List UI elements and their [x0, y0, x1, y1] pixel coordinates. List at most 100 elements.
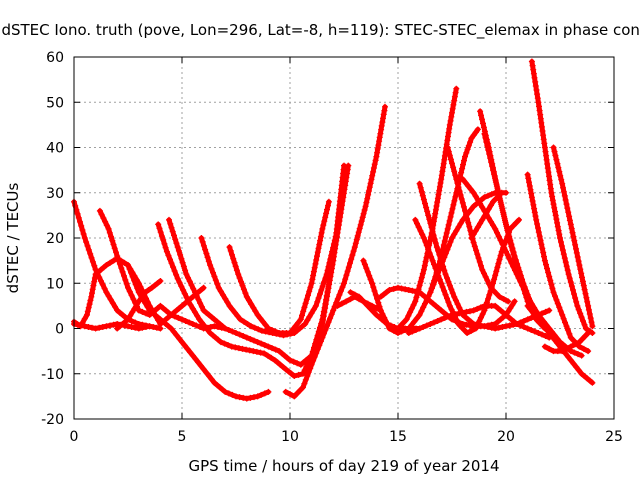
data-point	[250, 348, 257, 355]
data-point	[496, 256, 503, 263]
data-point	[526, 297, 533, 304]
data-point	[572, 241, 579, 248]
data-point	[174, 244, 181, 251]
data-point	[339, 284, 346, 291]
data-point	[521, 324, 527, 330]
data-point	[161, 240, 168, 247]
data-point	[422, 258, 429, 265]
data-point	[324, 267, 331, 274]
data-point	[217, 288, 224, 295]
data-point	[493, 183, 500, 190]
data-point	[446, 302, 453, 309]
data-point	[422, 200, 428, 207]
data-point	[129, 309, 136, 316]
data-point	[438, 280, 445, 287]
data-point	[566, 330, 573, 337]
data-point	[376, 134, 383, 141]
data-point	[470, 307, 477, 314]
data-point	[458, 169, 465, 176]
data-point	[510, 251, 517, 258]
data-point	[330, 244, 336, 251]
data-point	[535, 225, 541, 231]
data-point	[321, 304, 328, 311]
data-point	[98, 278, 104, 284]
data-point	[290, 358, 297, 365]
data-point	[577, 266, 584, 273]
data-point	[495, 192, 502, 199]
data-point	[108, 233, 114, 240]
data-point	[437, 180, 444, 186]
data-point	[260, 318, 266, 325]
data-point	[331, 237, 338, 244]
data-point	[449, 109, 455, 116]
data-point	[303, 296, 310, 303]
data-point	[546, 307, 553, 314]
data-point	[452, 311, 459, 318]
y-tick-label: -20	[41, 412, 64, 428]
data-point	[522, 290, 529, 297]
data-point	[531, 205, 538, 212]
data-point	[434, 199, 441, 206]
data-point	[318, 287, 325, 293]
data-point	[494, 187, 501, 194]
data-point	[365, 191, 372, 198]
data-point	[395, 325, 401, 332]
data-point	[432, 240, 439, 247]
data-point	[254, 393, 261, 400]
data-point	[446, 217, 453, 224]
data-point	[229, 391, 236, 398]
data-point	[430, 232, 437, 239]
data-point	[405, 330, 412, 336]
data-point	[258, 340, 265, 347]
data-point	[420, 324, 427, 330]
data-point	[176, 335, 183, 342]
data-point	[125, 262, 131, 269]
data-point	[462, 179, 469, 186]
data-point	[516, 216, 522, 223]
data-point	[432, 210, 439, 217]
data-point	[565, 271, 572, 278]
data-point	[557, 235, 563, 241]
data-point	[554, 160, 561, 167]
data-point	[121, 272, 127, 279]
data-point	[578, 352, 585, 359]
data-point	[370, 308, 377, 315]
data-point	[567, 221, 574, 228]
data-point	[357, 221, 364, 228]
data-point	[291, 373, 298, 379]
series-layer	[71, 58, 596, 402]
data-point	[325, 281, 332, 288]
data-point	[567, 343, 574, 350]
data-point	[418, 308, 425, 315]
y-tick-label: -10	[41, 367, 64, 383]
data-point	[513, 321, 520, 327]
data-point	[264, 352, 271, 359]
data-point	[448, 286, 455, 293]
data-point	[325, 263, 332, 270]
data-point	[553, 156, 560, 163]
series-arc-9	[157, 284, 207, 327]
data-point	[459, 216, 466, 223]
data-point	[199, 319, 205, 326]
data-point	[442, 234, 449, 240]
data-point	[490, 222, 496, 229]
data-point	[329, 248, 336, 255]
data-point	[503, 189, 509, 196]
data-point	[325, 319, 332, 325]
data-point	[433, 244, 440, 251]
data-point	[382, 103, 388, 110]
data-point	[111, 245, 118, 252]
data-point	[477, 200, 484, 207]
data-point	[455, 321, 462, 327]
data-point	[105, 292, 112, 299]
data-point	[313, 257, 320, 263]
data-point	[211, 273, 218, 280]
data-point	[566, 213, 573, 220]
data-point	[475, 255, 482, 261]
data-point	[226, 244, 233, 251]
data-point	[532, 213, 539, 220]
x-tick-label: 25	[605, 429, 623, 445]
data-point	[512, 267, 518, 274]
data-point	[484, 277, 491, 284]
data-point	[539, 331, 545, 338]
